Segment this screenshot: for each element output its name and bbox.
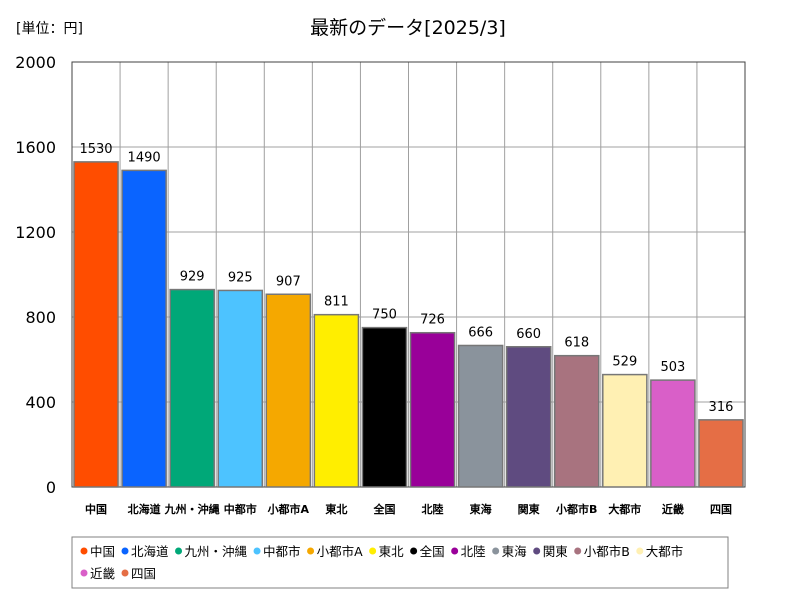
legend-label: 小都市B — [584, 544, 630, 559]
data-label: 660 — [516, 327, 541, 342]
legend-label: 小都市A — [317, 544, 364, 559]
data-label: 618 — [564, 336, 589, 351]
legend-marker — [369, 547, 377, 555]
legend-marker — [80, 569, 88, 577]
legend-marker — [636, 547, 644, 555]
legend-label: 関東 — [543, 544, 569, 559]
data-label: 750 — [372, 308, 397, 323]
bar — [73, 161, 119, 488]
legend-marker — [574, 547, 582, 555]
data-label: 929 — [180, 270, 205, 285]
data-label: 316 — [709, 400, 734, 415]
x-tick-label: 四国 — [710, 503, 732, 516]
legend-marker — [253, 547, 261, 555]
bar — [313, 313, 360, 488]
data-label-group: 1530 1490 929 925 907 811 750 726 666 660 618 529 50… — [79, 142, 733, 415]
legend-label: 九州・沖縄 — [185, 544, 248, 559]
legend-label: 北陸 — [461, 544, 486, 559]
data-label: 925 — [228, 270, 253, 285]
x-tick-label: 関東 — [518, 502, 541, 516]
legend-marker — [410, 547, 418, 555]
legend-marker — [175, 547, 183, 555]
bar — [217, 289, 264, 488]
legend-marker — [307, 547, 315, 555]
y-tick-label: 800 — [25, 308, 56, 327]
bar-group — [73, 161, 744, 488]
y-axis: 0 400 800 1200 1600 2000 — [15, 53, 56, 497]
legend-label: 北海道 — [131, 544, 169, 559]
x-tick-label: 北陸 — [422, 502, 444, 516]
legend-label: 東海 — [502, 544, 528, 559]
y-tick-label: 400 — [25, 393, 56, 412]
legend-marker — [451, 547, 459, 555]
chart-title: 最新のデータ[2025/3] — [310, 17, 506, 39]
unit-label: [単位：円] — [16, 21, 83, 37]
legend-label: 中都市 — [263, 544, 301, 559]
x-axis: 中国 北海道 九州・沖縄 中都市 小都市A 東北 全国 北陸 東海 関東 小都市B 大都市 近畿 四国 — [85, 502, 732, 516]
bar — [698, 419, 744, 488]
x-tick-label: 中国 — [85, 502, 107, 516]
data-label: 666 — [468, 325, 493, 340]
bar — [265, 293, 312, 488]
legend-marker — [533, 547, 541, 555]
grid — [71, 61, 746, 488]
data-label: 811 — [324, 295, 349, 310]
legend-label: 四国 — [131, 566, 156, 581]
legend-label: 東北 — [379, 544, 405, 559]
x-tick-label: 大都市 — [608, 502, 641, 516]
x-tick-label: 東北 — [325, 502, 347, 516]
legend-label: 大都市 — [646, 544, 684, 559]
bar — [505, 346, 552, 488]
legend-marker — [80, 547, 88, 555]
legend-marker — [121, 547, 129, 555]
legend-box — [71, 536, 729, 589]
bar — [602, 373, 648, 488]
bar — [361, 326, 408, 488]
y-tick-label: 1600 — [15, 138, 56, 157]
x-tick-label: 中都市 — [224, 502, 257, 516]
bar — [121, 169, 167, 488]
x-tick-label: 全国 — [372, 502, 395, 516]
data-label: 907 — [276, 274, 301, 289]
y-tick-label: 0 — [46, 478, 56, 497]
x-tick-label: 小都市B — [555, 502, 597, 516]
legend-label: 中国 — [90, 544, 115, 559]
legend-label: 近畿 — [90, 566, 116, 581]
bar — [457, 344, 504, 488]
legend-label: 全国 — [420, 544, 445, 559]
y-tick-label: 2000 — [15, 53, 56, 72]
data-label: 529 — [612, 355, 637, 370]
x-tick-label: 九州・沖縄 — [164, 502, 220, 516]
data-label: 503 — [660, 360, 685, 375]
x-tick-label: 東海 — [470, 502, 492, 516]
bar — [409, 331, 456, 488]
bar — [650, 379, 696, 488]
data-label: 1490 — [128, 150, 161, 165]
plot-border — [71, 61, 746, 488]
bar — [553, 354, 600, 488]
data-label: 1530 — [79, 142, 112, 157]
x-tick-label: 近畿 — [662, 502, 684, 516]
bar — [169, 288, 215, 488]
y-tick-label: 1200 — [15, 223, 56, 242]
x-tick-label: 北海道 — [128, 502, 161, 516]
x-tick-label: 小都市A — [267, 502, 310, 516]
legend-marker — [492, 547, 500, 555]
legend-marker — [121, 569, 129, 577]
data-label: 726 — [420, 313, 445, 328]
